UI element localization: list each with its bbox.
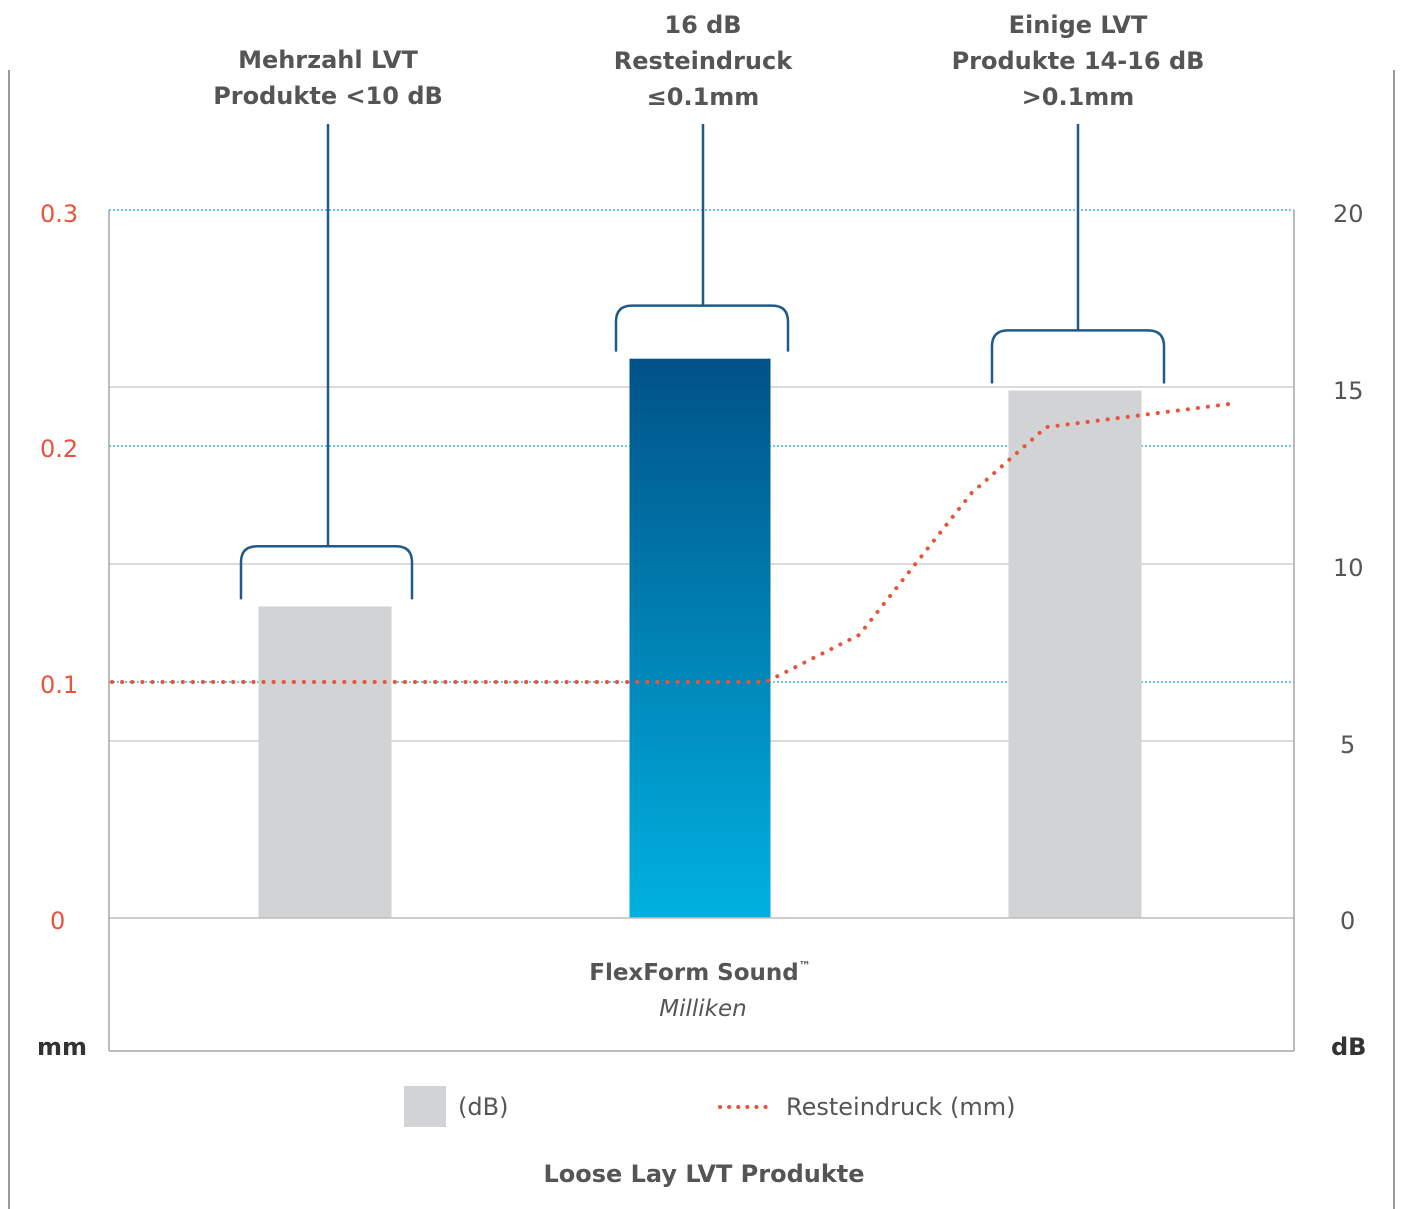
right-tick-label: 20 — [1333, 200, 1364, 228]
resteindruck-line-series — [110, 401, 1235, 684]
annotation-brackets — [239, 124, 1166, 600]
bar-1 — [258, 606, 392, 918]
left-tick-label: 0.1 — [40, 671, 78, 699]
product-label: FlexForm Sound™ Milliken — [589, 959, 811, 1022]
plot-area-border — [108, 210, 1295, 1052]
annotation-3-line-3: >0.1mm — [1022, 83, 1135, 111]
annotation-1: Mehrzahl LVT Produkte <10 dB — [213, 46, 443, 110]
annotation-2-line-2: Resteindruck — [614, 47, 793, 75]
annotation-bracket-2 — [614, 304, 790, 352]
annotation-1-line-1: Mehrzahl LVT — [238, 46, 418, 74]
right-tick-label: 10 — [1333, 554, 1364, 582]
annotation-bracket-3 — [990, 329, 1166, 384]
left-tick-label: 0.2 — [40, 435, 78, 463]
bar-2 — [629, 358, 771, 918]
left-tick-label: 0 — [50, 907, 65, 935]
annotation-2: 16 dB Resteindruck ≤0.1mm — [614, 11, 793, 111]
annotation-1-line-2: Produkte <10 dB — [213, 82, 443, 110]
left-tick-label: 0.3 — [40, 200, 78, 228]
annotation-2-line-1: 16 dB — [664, 11, 741, 39]
right-tick-label: 0 — [1340, 907, 1355, 935]
right-axis: 20 15 10 5 0 dB — [1331, 200, 1366, 1061]
annotation-2-line-3: ≤0.1mm — [647, 83, 760, 111]
annotation-3-line-2: Produkte 14-16 dB — [952, 47, 1205, 75]
chart-footer-title: Loose Lay LVT Produkte — [543, 1160, 864, 1188]
bar-series — [258, 358, 1142, 918]
product-maker: Milliken — [659, 996, 746, 1022]
right-axis-unit: dB — [1331, 1033, 1366, 1061]
left-axis-unit: mm — [37, 1033, 87, 1061]
legend-label-db: (dB) — [458, 1093, 508, 1121]
legend-label-resteindruck: Resteindruck (mm) — [786, 1093, 1015, 1121]
left-axis: 0.3 0.2 0.1 0 mm — [37, 200, 87, 1061]
right-tick-label: 5 — [1340, 731, 1355, 759]
annotation-3: Einige LVT Produkte 14-16 dB >0.1mm — [952, 11, 1205, 111]
annotation-3-line-1: Einige LVT — [1009, 11, 1148, 39]
legend: (dB) Resteindruck (mm) — [404, 1086, 1015, 1127]
right-tick-label: 15 — [1333, 377, 1364, 405]
legend-gray-box-icon — [404, 1086, 446, 1127]
resteindruck-line — [110, 401, 1235, 684]
trademark-symbol: ™ — [799, 959, 811, 973]
annotation-bracket-1 — [239, 545, 414, 600]
product-name: FlexForm Sound™ — [589, 959, 811, 986]
bar-3 — [1008, 390, 1142, 918]
